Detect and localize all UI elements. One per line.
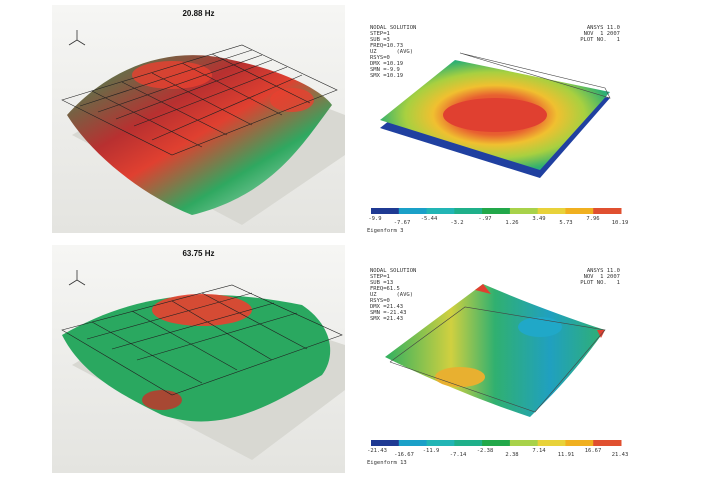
colorbar-segment <box>426 208 455 214</box>
tick-label: -5.44 <box>420 216 438 222</box>
info-line: SMN =-21.43 <box>370 310 407 316</box>
info-line: SUB =13 <box>370 280 394 286</box>
info-line: SMX =21.43 <box>370 316 404 322</box>
tick-label: -21.43 <box>367 448 387 454</box>
tick-label: 11.91 <box>557 452 575 458</box>
frequency-title: 20.88 Hz <box>182 9 215 18</box>
tick-label: 21.43 <box>611 452 629 458</box>
measured-mode-panel-1: 20.88 Hz <box>52 5 345 233</box>
info-line: RSYS=0 <box>370 55 390 61</box>
tick-label: 3.49 <box>532 216 546 222</box>
tick-label: 10.19 <box>611 220 629 226</box>
colorbar-1 <box>371 208 622 214</box>
tick-label: -9.9 <box>368 216 382 222</box>
colorbar-segment <box>593 440 622 446</box>
colorbar-segment <box>398 208 428 214</box>
colorbar-segment <box>509 440 539 446</box>
measured-surface-2 <box>61 270 345 460</box>
info-line: NODAL SOLUTION <box>370 268 417 274</box>
info-line: DMX =21.43 <box>370 304 404 310</box>
info-line: UZ (AVG) <box>370 292 414 298</box>
colorbar-segment <box>537 208 566 214</box>
colorbar-segment <box>454 440 483 446</box>
tick-label: 1.26 <box>505 220 519 226</box>
tick-label: -.97 <box>478 216 492 222</box>
info-line: RSYS=0 <box>370 298 390 304</box>
colorbar-segment <box>454 208 483 214</box>
info-line: STEP=1 <box>370 31 390 37</box>
tick-label: 5.73 <box>559 220 573 226</box>
measured-surface-1 <box>61 30 345 225</box>
fem-plate-1 <box>380 52 611 178</box>
eigenform-caption: Eigenform 13 <box>367 460 407 466</box>
solution-info: NODAL SOLUTION STEP=1 SUB =3 FREQ=10.73 UZ (… <box>370 13 416 91</box>
ansys-info: ANSYS 11.0 NOV 1 2007 PLOT NO. 1 <box>580 256 620 298</box>
tick-label: -11.9 <box>422 448 440 454</box>
wire-grid-1 <box>61 44 338 156</box>
tick-label: -3.2 <box>450 220 464 226</box>
info-line: DMX =10.19 <box>370 61 404 67</box>
info-line: NODAL SOLUTION <box>370 25 417 31</box>
info-line: ANSYS 11.0 <box>586 25 620 31</box>
colorbar-segment <box>509 208 539 214</box>
info-line: ANSYS 11.0 <box>586 268 620 274</box>
info-line: FREQ=61.5 <box>370 286 400 292</box>
eigenform-caption: Eigenform 3 <box>367 228 404 234</box>
tick-label: -7.67 <box>393 220 411 226</box>
tick-label: -16.67 <box>394 452 414 458</box>
info-line: PLOT NO. 1 <box>580 280 620 286</box>
ansys-info: ANSYS 11.0 NOV 1 2007 PLOT NO. 1 <box>580 13 620 55</box>
tick-label: -2.38 <box>476 448 494 454</box>
tick-label: 16.67 <box>584 448 602 454</box>
colorbar-segment <box>482 440 511 446</box>
solution-info: NODAL SOLUTION STEP=1 SUB =13 FREQ=61.5 UZ (… <box>370 256 416 334</box>
wire-grid-2 <box>61 284 343 396</box>
info-line: STEP=1 <box>370 274 390 280</box>
axis-triad-icon <box>68 270 86 286</box>
frequency-title: 63.75 Hz <box>182 249 215 258</box>
info-line: PLOT NO. 1 <box>580 37 620 43</box>
fem-mode-panel-2: NODAL SOLUTION STEP=1 SUB =13 FREQ=61.5 UZ (… <box>365 252 630 477</box>
measured-mode-panel-2: 63.75 Hz <box>52 245 345 473</box>
info-line: SMN =-9.9 <box>370 67 400 73</box>
colorbar-2 <box>371 440 622 446</box>
tick-label: 7.14 <box>532 448 546 454</box>
colorbar-segment <box>398 440 428 446</box>
colorbar-segment <box>593 208 622 214</box>
tick-label: -7.14 <box>449 452 467 458</box>
fem-mode-panel-1: NODAL SOLUTION STEP=1 SUB =3 FREQ=10.73 UZ (… <box>365 8 630 238</box>
info-line: SUB =3 <box>370 37 390 43</box>
colorbar-segment <box>371 208 400 214</box>
info-line: UZ (AVG) <box>370 49 414 55</box>
colorbar-segment <box>371 440 400 446</box>
fem-plate-2 <box>385 284 606 417</box>
info-line: NOV 1 2007 <box>583 274 620 280</box>
info-line: FREQ=10.73 <box>370 43 404 49</box>
colorbar-segment <box>482 208 511 214</box>
tick-label: 7.96 <box>586 216 600 222</box>
colorbar-segment <box>565 440 594 446</box>
colorbar-segment <box>426 440 455 446</box>
tick-label: 2.38 <box>505 452 519 458</box>
colorbar-segment <box>537 440 566 446</box>
info-line: NOV 1 2007 <box>583 31 620 37</box>
info-line: SMX =10.19 <box>370 73 404 79</box>
axis-triad-icon <box>68 30 86 46</box>
colorbar-segment <box>565 208 594 214</box>
